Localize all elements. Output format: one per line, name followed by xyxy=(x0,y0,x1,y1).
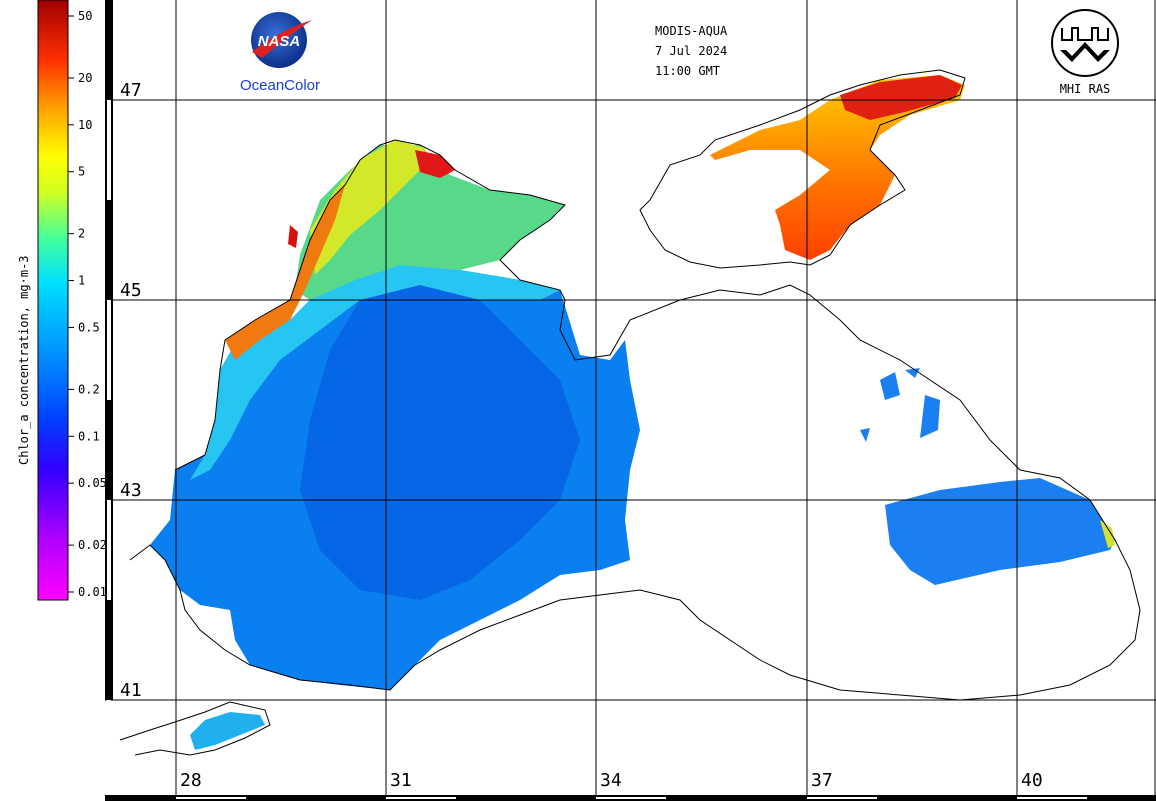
colorbar-tick-label: 0.1 xyxy=(78,429,100,443)
nasa-wordmark: NASA xyxy=(258,33,301,50)
colorbar-tick-label: 0.05 xyxy=(78,476,107,490)
colorbar-tick-label: 20 xyxy=(78,71,92,85)
sea-se-coast-yellow xyxy=(1100,520,1115,548)
colorbar-tick-label: 1 xyxy=(78,274,85,288)
coastline-marmara xyxy=(119,701,271,756)
chlorophyll-field xyxy=(150,75,1115,750)
sea-nw-yellow xyxy=(310,140,425,275)
sensor-label: MODIS-AQUA xyxy=(655,24,728,38)
colorbar: 50 20 10 5 2 1 0.5 0.2 0.1 0.05 0.02 0.01 xyxy=(37,0,107,601)
header-info: MODIS-AQUA 7 Jul 2024 11:00 GMT xyxy=(655,24,728,78)
colorbar-tick-label: 0.2 xyxy=(78,382,100,396)
oceancolor-wordmark: OceanColor xyxy=(240,77,320,94)
mhi-ras-logo: MHI RAS xyxy=(1051,9,1119,96)
sea-west-coast-orange xyxy=(225,185,345,360)
lon-label-40: 40 xyxy=(1021,770,1043,791)
lat-label-47: 47 xyxy=(120,80,142,101)
lon-labels: 28 31 34 37 40 xyxy=(180,770,1043,791)
colorbar-tick-label: 0.02 xyxy=(78,538,107,552)
mhi-ras-wordmark: MHI RAS xyxy=(1060,82,1111,96)
map-frame xyxy=(105,0,1156,801)
sea-azov xyxy=(710,75,965,260)
colorbar-tick-label: 2 xyxy=(78,227,85,241)
lon-label-34: 34 xyxy=(600,770,622,791)
colorbar-tick-label: 50 xyxy=(78,9,92,23)
colorbar-tick-label: 0.5 xyxy=(78,320,100,334)
lat-labels: 47 45 43 41 xyxy=(120,80,142,701)
sea-azov-red xyxy=(840,75,962,120)
time-label: 11:00 GMT xyxy=(655,64,720,78)
lat-label-43: 43 xyxy=(120,480,142,501)
mhi-emblem-waves xyxy=(1060,42,1110,62)
date-label: 7 Jul 2024 xyxy=(655,44,727,58)
sea-east-scatter xyxy=(860,368,940,442)
lat-label-41: 41 xyxy=(120,680,142,701)
lon-label-37: 37 xyxy=(811,770,833,791)
colorbar-title: Chlor_a concentration, mg·m-3 xyxy=(17,255,31,465)
graticule xyxy=(105,0,1156,795)
colorbar-tick-label: 0.01 xyxy=(78,585,107,599)
lon-label-28: 28 xyxy=(180,770,202,791)
lat-label-45: 45 xyxy=(120,280,142,301)
sea-center-dark xyxy=(300,280,580,600)
colorbar-tick-label: 10 xyxy=(78,118,92,132)
coastline-black-sea xyxy=(129,139,1141,701)
colorbar-tick-label: 5 xyxy=(78,165,85,179)
nasa-logo: NASA OceanColor xyxy=(240,12,320,94)
colorbar-ticks: 50 20 10 5 2 1 0.5 0.2 0.1 0.05 0.02 0.01 xyxy=(68,9,107,599)
lon-label-31: 31 xyxy=(390,770,412,791)
sea-nw-shelf xyxy=(190,265,560,480)
sea-dnieper-red xyxy=(415,150,455,178)
mhi-emblem-mark xyxy=(1061,27,1109,41)
coastline-azov xyxy=(639,69,966,269)
sea-marmara xyxy=(190,712,265,750)
sea-east-patch xyxy=(885,478,1115,585)
coastline xyxy=(119,69,1141,756)
sea-danube-red xyxy=(288,225,298,248)
nasa-swoosh xyxy=(252,20,312,58)
colorbar-ramp xyxy=(37,0,69,601)
